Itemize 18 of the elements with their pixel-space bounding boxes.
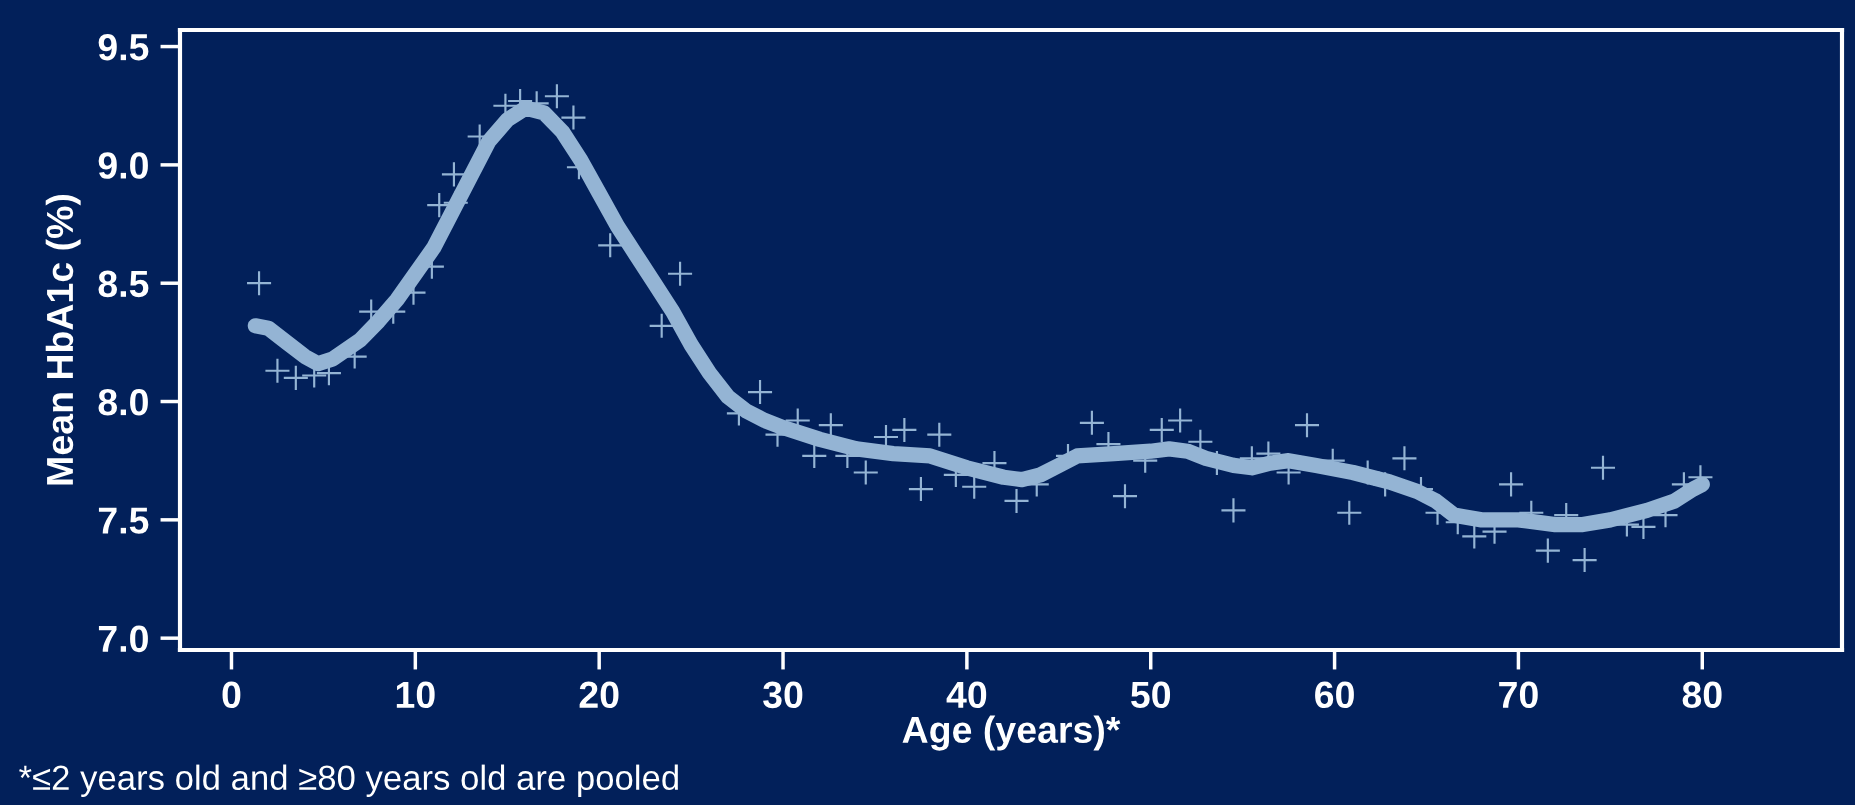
x-tick-label: 20 — [579, 681, 619, 709]
y-tick-label: 8.5 — [98, 270, 149, 298]
y-tick-label: 9.5 — [98, 33, 149, 61]
x-axis-title: Age (years)* — [902, 715, 1121, 751]
y-axis-title: Mean HbA1c (%) — [45, 194, 81, 485]
x-tick-label: 30 — [763, 681, 803, 709]
text: *≤2 years old and ≥80 years old are pooled — [19, 764, 678, 797]
x-tick-label: 0 — [222, 681, 241, 709]
x-tick-label: 40 — [946, 681, 987, 709]
y-tick-label: 9.0 — [98, 152, 148, 179]
x-tick-label: 60 — [1315, 681, 1354, 709]
y-tick-label: 7.5 — [98, 507, 149, 534]
x-tick-label: 10 — [396, 681, 435, 709]
y-tick-label: 7.0 — [98, 625, 148, 653]
x-tick-label: 80 — [1682, 681, 1722, 709]
x-tick-label: 70 — [1499, 681, 1538, 709]
y-tick-label: 8.0 — [98, 388, 148, 416]
x-tick-label: 50 — [1131, 681, 1171, 709]
